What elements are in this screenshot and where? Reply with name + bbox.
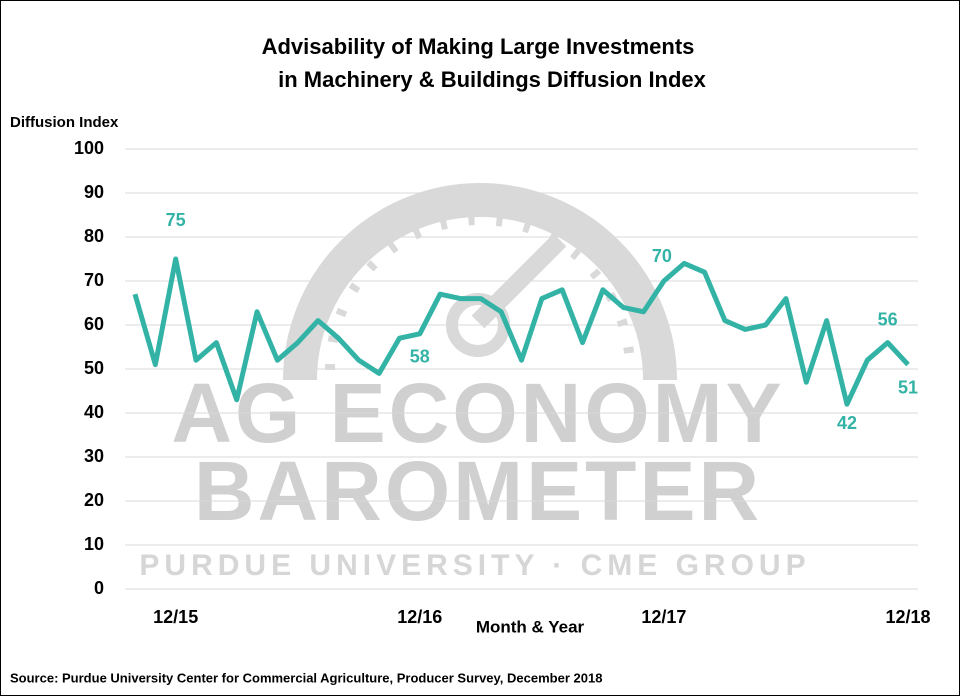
watermark-text: PURDUE UNIVERSITY · CME GROUP — [139, 549, 810, 582]
chart-title: Advisability of Making Large Investments — [262, 34, 695, 59]
y-tick-label: 30 — [84, 446, 104, 466]
x-tick-label: 12/18 — [885, 607, 930, 627]
y-tick-label: 0 — [94, 578, 104, 598]
y-tick-label: 60 — [84, 314, 104, 334]
x-tick-label: 12/17 — [641, 607, 686, 627]
data-label: 56 — [878, 309, 898, 329]
data-line — [132, 256, 910, 407]
chart-title: in Machinery & Buildings Diffusion Index — [278, 67, 707, 92]
data-label: 58 — [410, 347, 430, 367]
y-tick-label: 50 — [84, 358, 104, 378]
y-tick-label: 90 — [84, 182, 104, 202]
x-axis-label: Month & Year — [476, 617, 585, 636]
y-tick-label: 100 — [74, 138, 104, 158]
y-tick-label: 10 — [84, 534, 104, 554]
source-note: Source: Purdue University Center for Com… — [10, 670, 602, 685]
y-axis-label: Diffusion Index — [10, 114, 119, 131]
x-tick-label: 12/16 — [397, 607, 442, 627]
watermark-text: BAROMETER — [194, 444, 762, 538]
data-label: 51 — [898, 377, 918, 397]
data-label: 70 — [652, 246, 672, 266]
y-tick-label: 40 — [84, 402, 104, 422]
x-tick-label: 12/15 — [153, 607, 198, 627]
y-tick-label: 20 — [84, 490, 104, 510]
data-label: 42 — [837, 413, 857, 433]
data-label: 75 — [166, 210, 186, 230]
y-tick-label: 70 — [84, 270, 104, 290]
y-tick-label: 80 — [84, 226, 104, 246]
